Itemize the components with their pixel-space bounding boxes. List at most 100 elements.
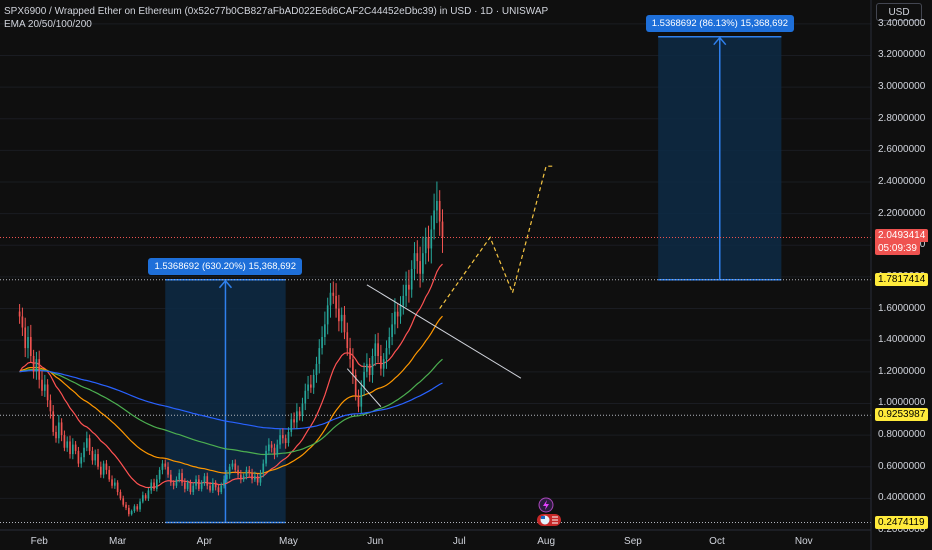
candle-body — [158, 469, 161, 480]
ema-50-line — [19, 315, 443, 475]
level-price-tag: 0.2474119 — [875, 515, 928, 529]
candle-body — [436, 200, 438, 211]
y-tick-label: 1.2000000 — [878, 365, 926, 377]
candle-body — [147, 490, 150, 499]
candle-body — [290, 419, 293, 432]
candle-body — [116, 482, 119, 493]
candle-body — [189, 482, 192, 493]
candle-body — [172, 482, 175, 486]
candle-body — [38, 359, 41, 380]
candle-body — [240, 474, 242, 480]
candle-body — [231, 463, 234, 467]
candle-body — [329, 292, 332, 306]
candle-body — [46, 384, 49, 401]
ema-200-line — [19, 370, 443, 430]
candle-body — [133, 506, 136, 512]
candle-body — [396, 311, 399, 317]
candle-body — [385, 348, 388, 360]
y-tick-label: 0.6000000 — [878, 460, 926, 472]
candle-body — [340, 314, 343, 322]
candle-body — [153, 482, 155, 489]
candle-body — [310, 384, 312, 388]
y-tick-label: 2.2000000 — [878, 207, 926, 219]
candle-body — [97, 454, 99, 467]
x-tick-label: Mar — [109, 536, 127, 547]
measure-arrow-head — [713, 36, 727, 46]
trend-drawings[interactable] — [346, 165, 555, 407]
candle-body — [371, 356, 374, 375]
measure-arrow-head — [218, 279, 233, 289]
candle-body — [312, 374, 315, 388]
candle-body — [368, 363, 371, 375]
candle-body — [169, 474, 172, 483]
candle-body — [119, 492, 122, 499]
candle-body — [83, 447, 85, 458]
candle-body — [441, 221, 444, 238]
candle-body — [52, 411, 55, 432]
candle-body — [242, 476, 245, 480]
candle-body — [332, 292, 335, 296]
candle-body — [60, 422, 63, 436]
y-tick-label: 1.0000000 — [878, 397, 926, 409]
candle-body — [254, 476, 256, 480]
measure-label: 1.5368692 (86.13%) 15,368,692 — [645, 14, 795, 32]
candle-body — [343, 314, 346, 333]
candle-body — [130, 511, 133, 515]
candle-body — [125, 504, 127, 508]
candle-body — [427, 237, 430, 249]
horizontal-levels[interactable] — [0, 236, 871, 524]
candle-body — [220, 485, 223, 493]
candle-body — [206, 476, 209, 486]
candle-body — [181, 473, 183, 483]
candle-body — [307, 384, 309, 391]
descending-trendline — [366, 284, 522, 379]
candle-body — [377, 343, 379, 356]
measure-tools[interactable] — [165, 35, 782, 524]
candle-body — [214, 482, 217, 488]
us-flag-event-icon[interactable] — [537, 514, 561, 526]
candle-body — [251, 473, 253, 480]
candle-body — [402, 295, 405, 306]
candle-body — [203, 476, 206, 483]
candle-body — [127, 507, 130, 515]
candle-body — [91, 450, 94, 461]
candle-body — [298, 411, 301, 417]
candle-body — [279, 435, 281, 445]
candle-body — [63, 435, 66, 448]
candle-body — [167, 466, 169, 475]
candle-body — [69, 441, 71, 455]
flash-icon[interactable] — [538, 497, 554, 513]
candle-body — [388, 337, 391, 349]
candle-body — [217, 487, 220, 493]
x-tick-label: Feb — [30, 536, 48, 547]
candle-body — [88, 438, 91, 451]
candle-body — [248, 469, 251, 474]
candle-body — [195, 479, 197, 486]
y-tick-label: 2.6000000 — [878, 144, 926, 156]
currency-button[interactable]: USD — [876, 3, 922, 21]
candle-body — [85, 438, 88, 448]
candle-body — [419, 261, 421, 274]
candle-body — [324, 324, 326, 338]
candle-body — [338, 308, 340, 322]
candle-body — [99, 466, 102, 475]
candle-body — [304, 390, 307, 404]
candle-body — [256, 476, 259, 483]
candle-body — [108, 469, 111, 480]
short-trendline — [346, 368, 382, 407]
symbol-title[interactable]: SPX6900 / Wrapped Ether on Ethereum (0x5… — [4, 6, 549, 17]
candles — [18, 181, 444, 517]
candle-body — [80, 457, 83, 464]
y-tick-label: 1.4000000 — [878, 334, 926, 346]
indicator-legend[interactable]: EMA 20/50/100/200 — [4, 19, 92, 30]
x-tick-label: Aug — [537, 536, 556, 547]
x-tick-label: Jul — [452, 536, 466, 547]
candle-body — [346, 332, 349, 349]
candle-body — [399, 305, 402, 317]
candle-body — [282, 435, 284, 439]
candle-body — [265, 450, 267, 464]
candle-body — [234, 463, 237, 470]
candle-body — [35, 359, 38, 372]
candle-body — [360, 387, 363, 407]
